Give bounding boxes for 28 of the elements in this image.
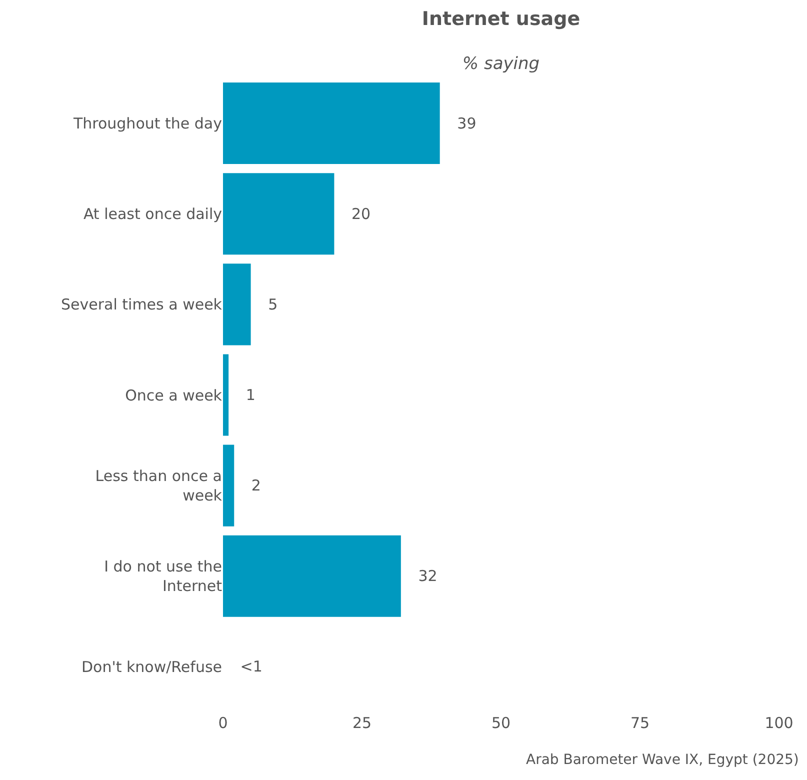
bar (223, 173, 334, 255)
text: Arab Barometer Wave IX, Egypt (2025) (526, 752, 799, 768)
data-label: 39 (442, 114, 476, 132)
bar (223, 82, 440, 164)
data-label: 2 (237, 476, 261, 495)
bar (223, 535, 401, 617)
y-tick-label: Don't know/Refuse (81, 658, 222, 676)
data-label: 32 (404, 567, 438, 586)
chart-subtitle: % saying (462, 54, 540, 74)
y-tick-label: Less than once a week (95, 467, 222, 505)
chart-title: Internet usage (422, 8, 580, 30)
x-tick-label: 0 (218, 714, 228, 732)
bar (223, 444, 234, 526)
y-tick-label: At least once daily (83, 205, 222, 224)
data-label: 5 (254, 295, 278, 314)
data-label: <1 (226, 658, 262, 676)
data-label: 20 (337, 204, 371, 223)
bar (223, 264, 251, 346)
x-tick-label: 50 (491, 714, 511, 732)
y-tick-label: Once a week (125, 386, 222, 404)
data-label: 1 (232, 386, 256, 404)
x-tick-label: 75 (630, 714, 650, 732)
y-tick-label: Throughout the day (72, 114, 222, 133)
y-tick-label: Several times a week (61, 296, 222, 314)
x-tick-label: 100 (764, 714, 794, 732)
x-tick-label: 25 (352, 714, 372, 732)
bar (223, 354, 229, 436)
y-tick-label: I do not use the Internet (104, 558, 222, 596)
